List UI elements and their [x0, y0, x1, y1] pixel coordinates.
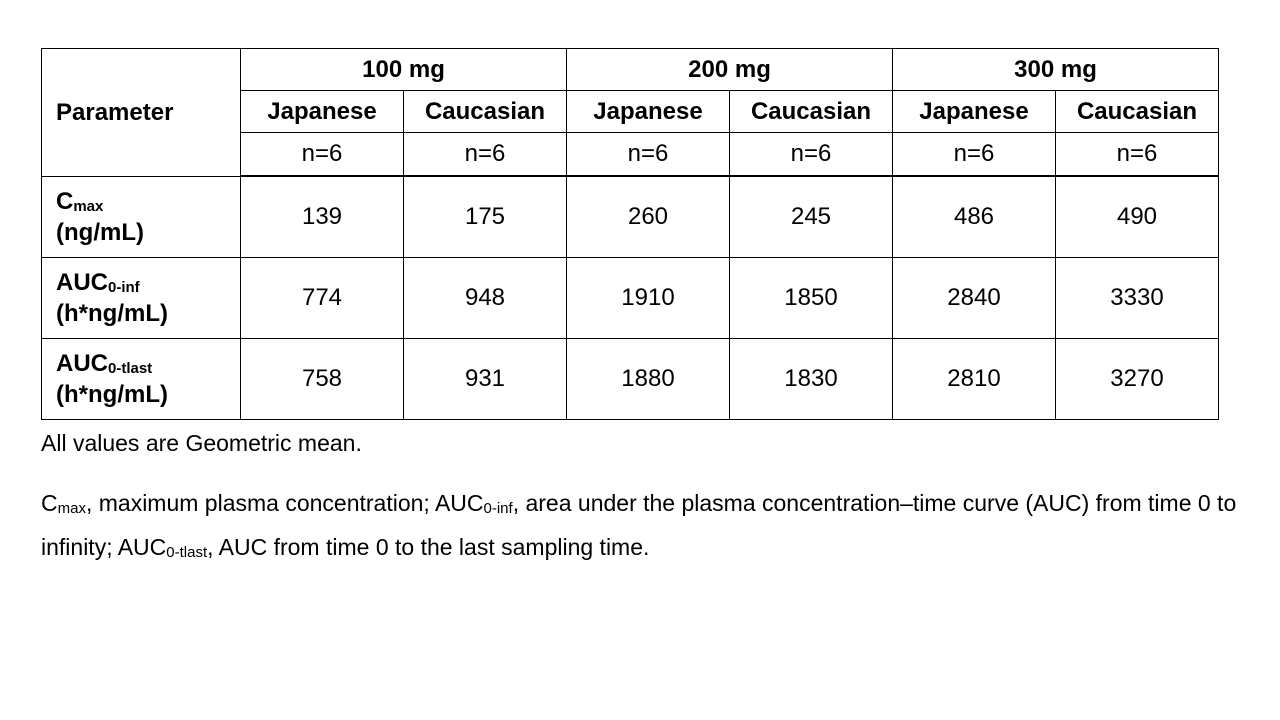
- population-header: Caucasian: [1055, 90, 1219, 133]
- value-cell: 774: [240, 257, 404, 339]
- dose-header: 300 mg: [892, 48, 1219, 91]
- parameter-name: AUC: [56, 349, 108, 377]
- value-cell: 260: [566, 175, 730, 258]
- value-cell: 758: [240, 338, 404, 420]
- value-cell: 931: [403, 338, 567, 420]
- value-cell: 139: [240, 175, 404, 258]
- pk-table: Parameter 100 mg 200 mg 300 mg Japanese Cauca…: [41, 48, 1219, 420]
- population-header: Japanese: [566, 90, 730, 133]
- population-header: Japanese: [892, 90, 1056, 133]
- value-cell: 3330: [1055, 257, 1219, 339]
- n-header: n=6: [892, 132, 1056, 177]
- footnote-text: All values are Geometric mean.: [41, 430, 362, 456]
- footnote-subscript: 0-tlast: [166, 544, 208, 561]
- parameter-unit: (h*ng/mL): [56, 300, 168, 327]
- parameter-name: C: [56, 187, 74, 215]
- footnote: Cmax, maximum plasma concentration; AUC0…: [41, 484, 1266, 572]
- header-row: Parameter 100 mg 200 mg 300 mg: [41, 48, 1219, 177]
- footnote-text: , maximum plasma concentration; AUC: [85, 490, 484, 516]
- value-cell: 490: [1055, 175, 1219, 258]
- n-header: n=6: [1055, 132, 1219, 177]
- value-cell: 2810: [892, 338, 1056, 420]
- footnote-text: C: [41, 490, 58, 516]
- dose-header: 200 mg: [566, 48, 893, 91]
- data-row: Cmax (ng/mL) 139 175 260 245 486 490: [41, 175, 1219, 258]
- parameter-unit: (h*ng/mL): [56, 381, 168, 408]
- parameter-cell: AUC0-tlast (h*ng/mL): [41, 338, 241, 420]
- value-cell: 1880: [566, 338, 730, 420]
- value-cell: 1910: [566, 257, 730, 339]
- dose-header: 100 mg: [240, 48, 567, 91]
- n-header: n=6: [566, 132, 730, 177]
- value-cell: 486: [892, 175, 1056, 258]
- value-cell: 2840: [892, 257, 1056, 339]
- value-cell: 3270: [1055, 338, 1219, 420]
- parameter-name: AUC: [56, 268, 108, 296]
- parameter-subscript: 0-tlast: [108, 359, 153, 377]
- footnote: All values are Geometric mean.: [41, 424, 1266, 462]
- footnote-subscript: max: [57, 500, 86, 517]
- header-row: Japanese Caucasian Japanese Caucasian Japane…: [42, 90, 1219, 133]
- data-row: AUC0-tlast (h*ng/mL) 758 931 1880 1830 2810 327…: [41, 338, 1219, 420]
- footnote-text: , AUC from time 0 to the last sampling t…: [207, 534, 650, 560]
- footnote-text: , area under the plasma concentration–ti…: [41, 490, 1237, 560]
- parameter-cell: Cmax (ng/mL): [41, 175, 241, 258]
- population-header: Caucasian: [403, 90, 567, 133]
- data-row: AUC0-inf (h*ng/mL) 774 948 1910 1850 2840 3330: [41, 257, 1219, 339]
- parameter-unit: (ng/mL): [56, 218, 144, 246]
- footnote-subscript: 0-inf: [483, 500, 513, 517]
- parameter-subscript: max: [73, 197, 104, 215]
- n-header: n=6: [240, 132, 404, 177]
- population-header: Japanese: [240, 90, 404, 133]
- value-cell: 948: [403, 257, 567, 339]
- footnotes: All values are Geometric mean. Cmax, maxi…: [41, 424, 1266, 594]
- value-cell: 245: [729, 175, 893, 258]
- value-cell: 175: [403, 175, 567, 258]
- header-row: n=6 n=6 n=6 n=6 n=6 n=6: [42, 132, 1219, 177]
- value-cell: 1850: [729, 257, 893, 339]
- population-header: Caucasian: [729, 90, 893, 133]
- parameter-header: Parameter: [41, 48, 241, 177]
- n-header: n=6: [729, 132, 893, 177]
- parameter-cell: AUC0-inf (h*ng/mL): [41, 257, 241, 339]
- parameter-subscript: 0-inf: [108, 278, 140, 296]
- n-header: n=6: [403, 132, 567, 177]
- value-cell: 1830: [729, 338, 893, 420]
